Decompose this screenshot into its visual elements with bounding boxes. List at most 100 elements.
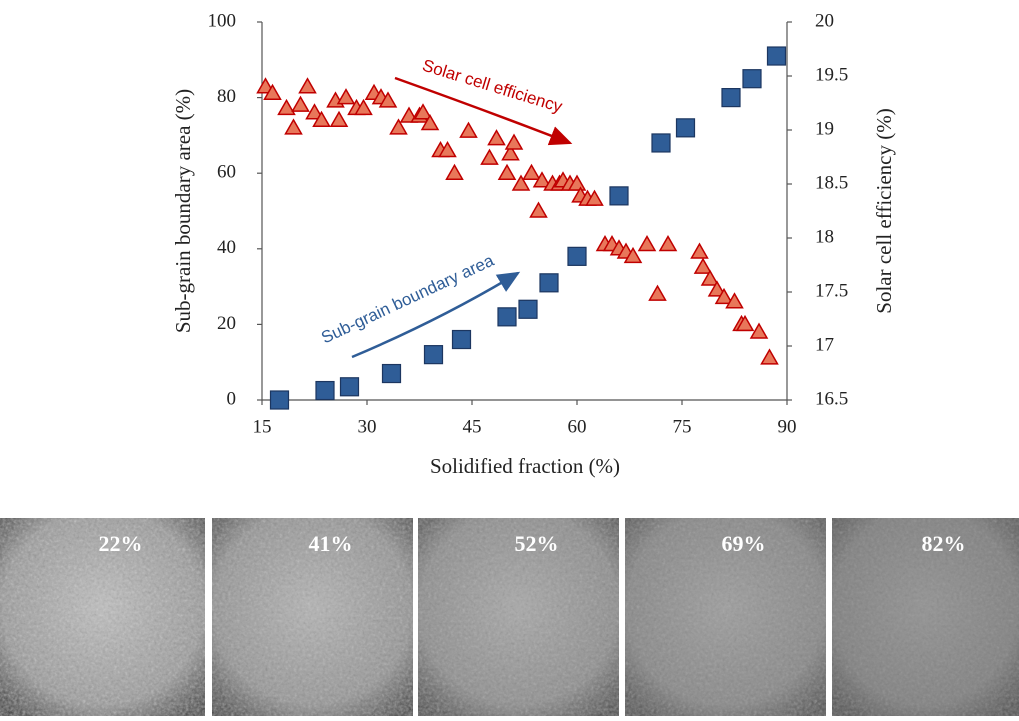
y-tick-label: 80 [217,86,236,107]
y2-tick-label: 19 [815,118,834,139]
y2-tick-label: 18.5 [815,172,848,193]
point [766,46,787,66]
point [735,314,755,332]
micrograph-label: 69% [722,531,766,556]
annotation-arrow [394,76,573,146]
micrograph: 69% [625,518,826,716]
point [480,148,499,165]
x-tick-label: 60 [568,416,587,437]
micrograph-image [212,518,413,716]
y2-tick-label: 18 [815,226,834,247]
point [354,98,373,116]
point [504,133,524,150]
x-tick-label: 75 [673,416,692,437]
y2-tick-label: 20 [815,10,834,31]
point [329,110,349,128]
point [497,163,517,180]
point [567,246,587,266]
micrograph-shade [418,518,619,716]
point [742,69,762,89]
y2-tick-label: 17.5 [815,280,848,301]
point [721,87,741,108]
point [529,201,548,218]
point [269,390,290,410]
micrograph-shade [0,518,205,716]
point [277,98,296,116]
point [312,110,331,128]
y-axis-label: Sub-grain boundary area (%) [171,89,195,333]
y-tick-label: 20 [217,313,236,334]
y-tick-label: 60 [217,162,236,183]
micrograph-label: 82% [922,531,966,556]
micrograph-label: 52% [515,531,559,556]
point [413,103,433,120]
point [693,257,713,274]
point [700,269,720,286]
point [497,307,517,327]
point [487,129,506,146]
point [389,118,408,135]
x-tick-label: 15 [253,416,272,437]
point [445,163,464,180]
micrograph-shade [625,518,826,716]
point [339,377,360,397]
y2-axis-label: Solar cell efficiency (%) [872,108,896,313]
point [378,91,398,108]
micrograph-shade [832,518,1019,716]
point [749,322,769,339]
micrograph-label: 22% [99,531,143,556]
point [459,121,478,138]
point [336,88,356,105]
y-tick-label: 40 [217,237,236,258]
point [539,273,559,293]
point [501,144,520,161]
point [511,174,531,191]
point [714,287,734,305]
point [423,345,444,365]
micrograph: 82% [832,518,1019,716]
micrograph-image [0,518,205,716]
micrograph: 52% [418,518,619,716]
plot: Solar cell efficiency Sub-grain boundary… [171,10,896,477]
point [585,189,604,206]
point [438,141,457,158]
micrograph-shade [212,518,413,716]
point [263,83,282,101]
annotation-arrow [351,271,521,359]
point [451,329,472,350]
micrograph-image [832,518,1019,716]
point [651,133,671,153]
x-tick-label: 45 [463,416,482,437]
y2-tick-label: 19.5 [815,64,848,85]
point [609,186,629,206]
annotation: Solar cell efficiency [420,56,565,117]
point [518,299,538,319]
y-tick-label: 100 [208,10,237,31]
y2-tick-label: 16.5 [815,388,848,409]
micrograph-image [418,518,619,716]
micrograph-label: 41% [309,531,353,556]
point [305,103,324,120]
point [707,280,727,297]
point [291,95,310,112]
y-tick-label: 0 [227,388,237,409]
micrograph: 22% [0,518,205,716]
point [637,234,657,252]
x-tick-label: 90 [778,416,797,437]
micrographs: 22% 41% 52% 69% 82% [0,518,1019,716]
point [420,114,440,131]
point [532,171,552,188]
point [725,292,744,309]
x-axis-label: Solidified fraction (%) [430,454,620,478]
point [760,348,779,365]
micrograph-image [625,518,826,716]
x-tick-label: 30 [358,416,377,437]
micrograph: 41% [212,518,413,716]
y2-tick-label: 17 [815,334,834,355]
point [522,163,541,180]
point [675,118,696,138]
point [567,174,587,191]
point [381,363,402,384]
